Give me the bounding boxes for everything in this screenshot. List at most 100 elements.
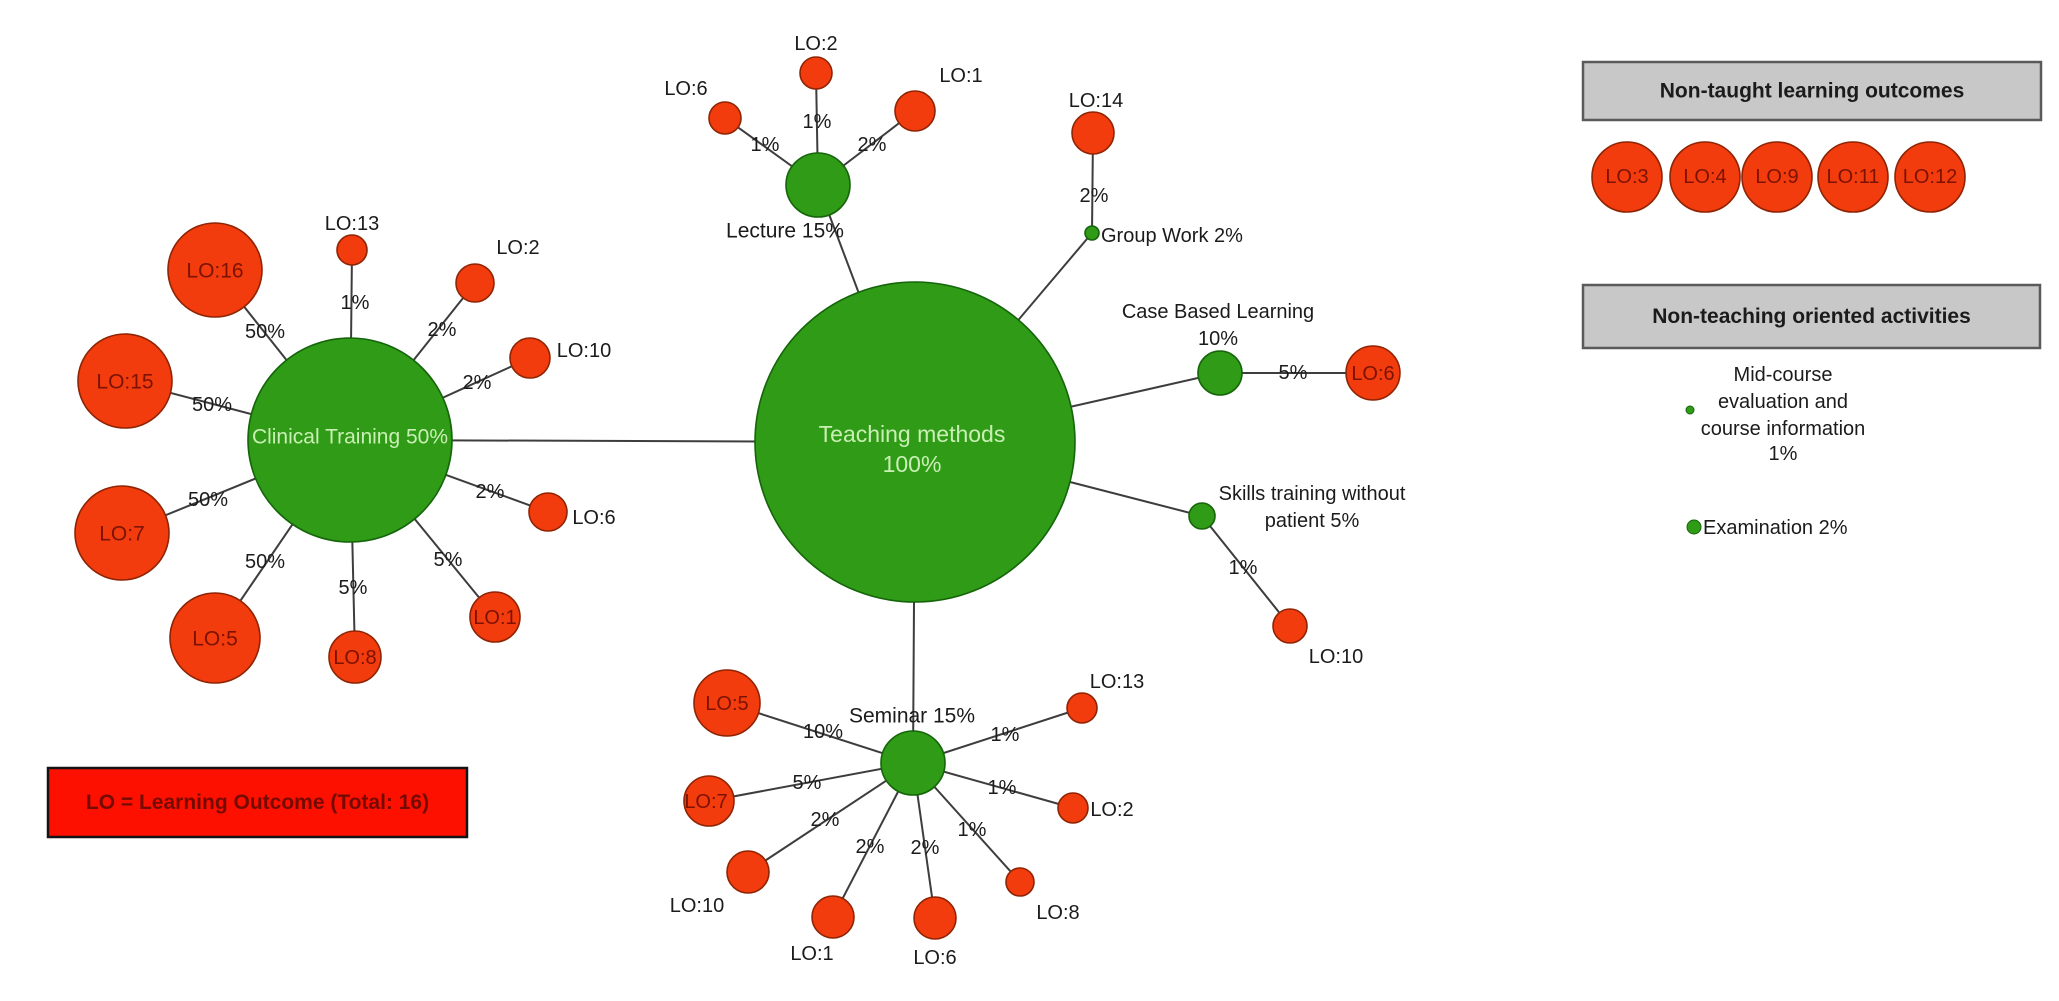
label-lecture-lo2-line0: LO:2 <box>794 33 837 55</box>
legend-activity-0-line3: 1% <box>1769 443 1798 465</box>
legend-non-taught-label-4: LO:12 <box>1903 166 1957 188</box>
node-seminar-lo6 <box>913 896 957 940</box>
label-skills-training-line1: patient 5% <box>1265 510 1360 532</box>
edge-seminar-to-seminar-lo7 <box>708 762 914 802</box>
legend-activity-0-line1: evaluation and <box>1718 391 1848 413</box>
legend-activity-0-line2: course information <box>1701 418 1866 440</box>
label-teaching-methods-line0: Teaching methods <box>819 421 1006 447</box>
legend-non-taught-circle-2 <box>1741 141 1813 213</box>
label-group-work-line0: Group Work 2% <box>1101 225 1243 247</box>
node-lecture-lo6 <box>708 101 742 135</box>
edge-label-seminar-to-seminar-lo13: 1% <box>991 724 1020 746</box>
legend-non-taught-title: Non-taught learning outcomes <box>1660 80 1965 103</box>
edge-label-lecture-to-lecture-lo6: 1% <box>751 134 780 156</box>
node-seminar-lo13 <box>1066 692 1098 724</box>
node-seminar-lo7 <box>683 775 735 827</box>
label-cbl-lo6-line0: LO:6 <box>1351 363 1394 385</box>
edge-label-seminar-to-seminar-lo6: 2% <box>911 837 940 859</box>
node-skills-training <box>1188 502 1216 530</box>
label-seminar-lo13-line0: LO:13 <box>1090 671 1144 693</box>
edge-label-clinical-training-to-clinical-lo2: 2% <box>428 319 457 341</box>
label-seminar-lo5-line0: LO:5 <box>705 693 748 715</box>
edge-label-seminar-to-seminar-lo2: 1% <box>988 777 1017 799</box>
legend-non-taught-label-1: LO:4 <box>1683 166 1726 188</box>
label-clinical-lo5-line0: LO:5 <box>192 628 238 651</box>
label-lo14-line0: LO:14 <box>1069 90 1123 112</box>
edge-label-lo14-to-group-work: 2% <box>1080 185 1109 207</box>
edge-label-skills-training-to-skills-lo10: 1% <box>1229 557 1258 579</box>
label-clinical-lo1-line0: LO:1 <box>473 607 516 629</box>
node-clinical-lo16 <box>167 222 263 318</box>
node-seminar <box>880 730 946 796</box>
label-seminar-lo2-line0: LO:2 <box>1090 799 1133 821</box>
node-clinical-lo5 <box>169 592 261 684</box>
label-clinical-lo15-line0: LO:15 <box>96 371 153 394</box>
label-seminar-lo7-line0: LO:7 <box>684 791 727 813</box>
legend-activity-1-line0: Examination 2% <box>1703 517 1848 539</box>
legend-non-taught-circle-4 <box>1894 141 1966 213</box>
node-clinical-lo6 <box>528 492 568 532</box>
node-clinical-training <box>247 337 453 543</box>
label-teaching-methods-line1: 100% <box>883 451 942 477</box>
note-box <box>46 766 469 839</box>
label-skills-lo10-line0: LO:10 <box>1309 646 1363 668</box>
edge-label-seminar-to-seminar-lo5: 10% <box>803 721 843 743</box>
node-cbl-lo6 <box>1345 345 1401 401</box>
edge-label-clinical-training-to-clinical-lo15: 50% <box>192 394 232 416</box>
label-seminar-line0: Seminar 15% <box>849 705 975 728</box>
node-clinical-lo13 <box>336 234 368 266</box>
edge-label-seminar-to-seminar-lo8: 1% <box>958 819 987 841</box>
legend-non-taught-label-3: LO:11 <box>1827 166 1880 188</box>
legend-non-taught-label-0: LO:3 <box>1605 166 1648 188</box>
edge-label-clinical-training-to-clinical-lo7: 50% <box>188 489 228 511</box>
legend-non-taught-circle-0 <box>1591 141 1663 213</box>
edge-skills-training-to-skills-lo10 <box>1201 515 1291 627</box>
node-seminar-lo2 <box>1057 792 1089 824</box>
node-seminar-lo10 <box>726 850 770 894</box>
node-seminar-lo8 <box>1005 867 1035 897</box>
edge-label-seminar-to-seminar-lo7: 5% <box>793 772 822 794</box>
node-clinical-lo10 <box>509 337 551 379</box>
legend-activity-0-line0: Mid-course <box>1734 364 1833 386</box>
label-clinical-training-line0: Clinical Training 50% <box>252 426 448 449</box>
edge-label-clinical-training-to-clinical-lo6: 2% <box>476 481 505 503</box>
legend-non-taught-circle-1 <box>1669 141 1741 213</box>
label-case-based-learning-line1: 10% <box>1198 328 1238 350</box>
edge-label-seminar-to-seminar-lo10: 2% <box>811 809 840 831</box>
legend-non-taught-header-box <box>1581 60 2043 122</box>
edge-label-lecture-to-lecture-lo1: 2% <box>858 134 887 156</box>
label-skills-training-line0: Skills training without <box>1219 483 1406 505</box>
label-lecture-lo6-line0: LO:6 <box>664 78 707 100</box>
edge-label-clinical-training-to-clinical-lo1: 5% <box>434 549 463 571</box>
label-seminar-lo1-line0: LO:1 <box>790 943 833 965</box>
edge-label-seminar-to-seminar-lo1: 2% <box>856 836 885 858</box>
label-seminar-lo6-line0: LO:6 <box>913 947 956 969</box>
node-clinical-lo1 <box>469 591 521 643</box>
edge-label-clinical-training-to-clinical-lo13: 1% <box>341 292 370 314</box>
edge-label-case-based-learning-to-cbl-lo6: 5% <box>1279 362 1308 384</box>
label-case-based-learning-line0: Case Based Learning <box>1122 301 1314 323</box>
legend-non-taught-label-2: LO:9 <box>1755 166 1798 188</box>
edge-label-clinical-training-to-clinical-lo10: 2% <box>463 372 492 394</box>
edge-label-clinical-training-to-clinical-lo8: 5% <box>339 577 368 599</box>
node-group-work <box>1084 225 1100 241</box>
label-seminar-lo10-line0: LO:10 <box>670 895 724 917</box>
node-clinical-lo15 <box>77 333 173 429</box>
node-lecture-lo2 <box>799 56 833 90</box>
label-clinical-lo13-line0: LO:13 <box>325 213 379 235</box>
legend-activity-dot-1 <box>1686 519 1702 535</box>
legend-non-teaching-header-box <box>1581 283 2042 350</box>
label-clinical-lo7-line0: LO:7 <box>99 523 145 546</box>
node-lecture <box>785 152 851 218</box>
edge-seminar-to-seminar-lo10 <box>747 762 914 873</box>
node-lo14 <box>1071 111 1115 155</box>
label-clinical-lo10-line0: LO:10 <box>557 340 611 362</box>
node-clinical-lo2 <box>455 263 495 303</box>
legend-activity-dot-0 <box>1685 405 1695 415</box>
label-lecture-line0: Lecture 15% <box>726 220 844 243</box>
node-case-based-learning <box>1197 350 1243 396</box>
edge-label-clinical-training-to-clinical-lo16: 50% <box>245 321 285 343</box>
node-seminar-lo1 <box>811 895 855 939</box>
label-clinical-lo6-line0: LO:6 <box>572 507 615 529</box>
